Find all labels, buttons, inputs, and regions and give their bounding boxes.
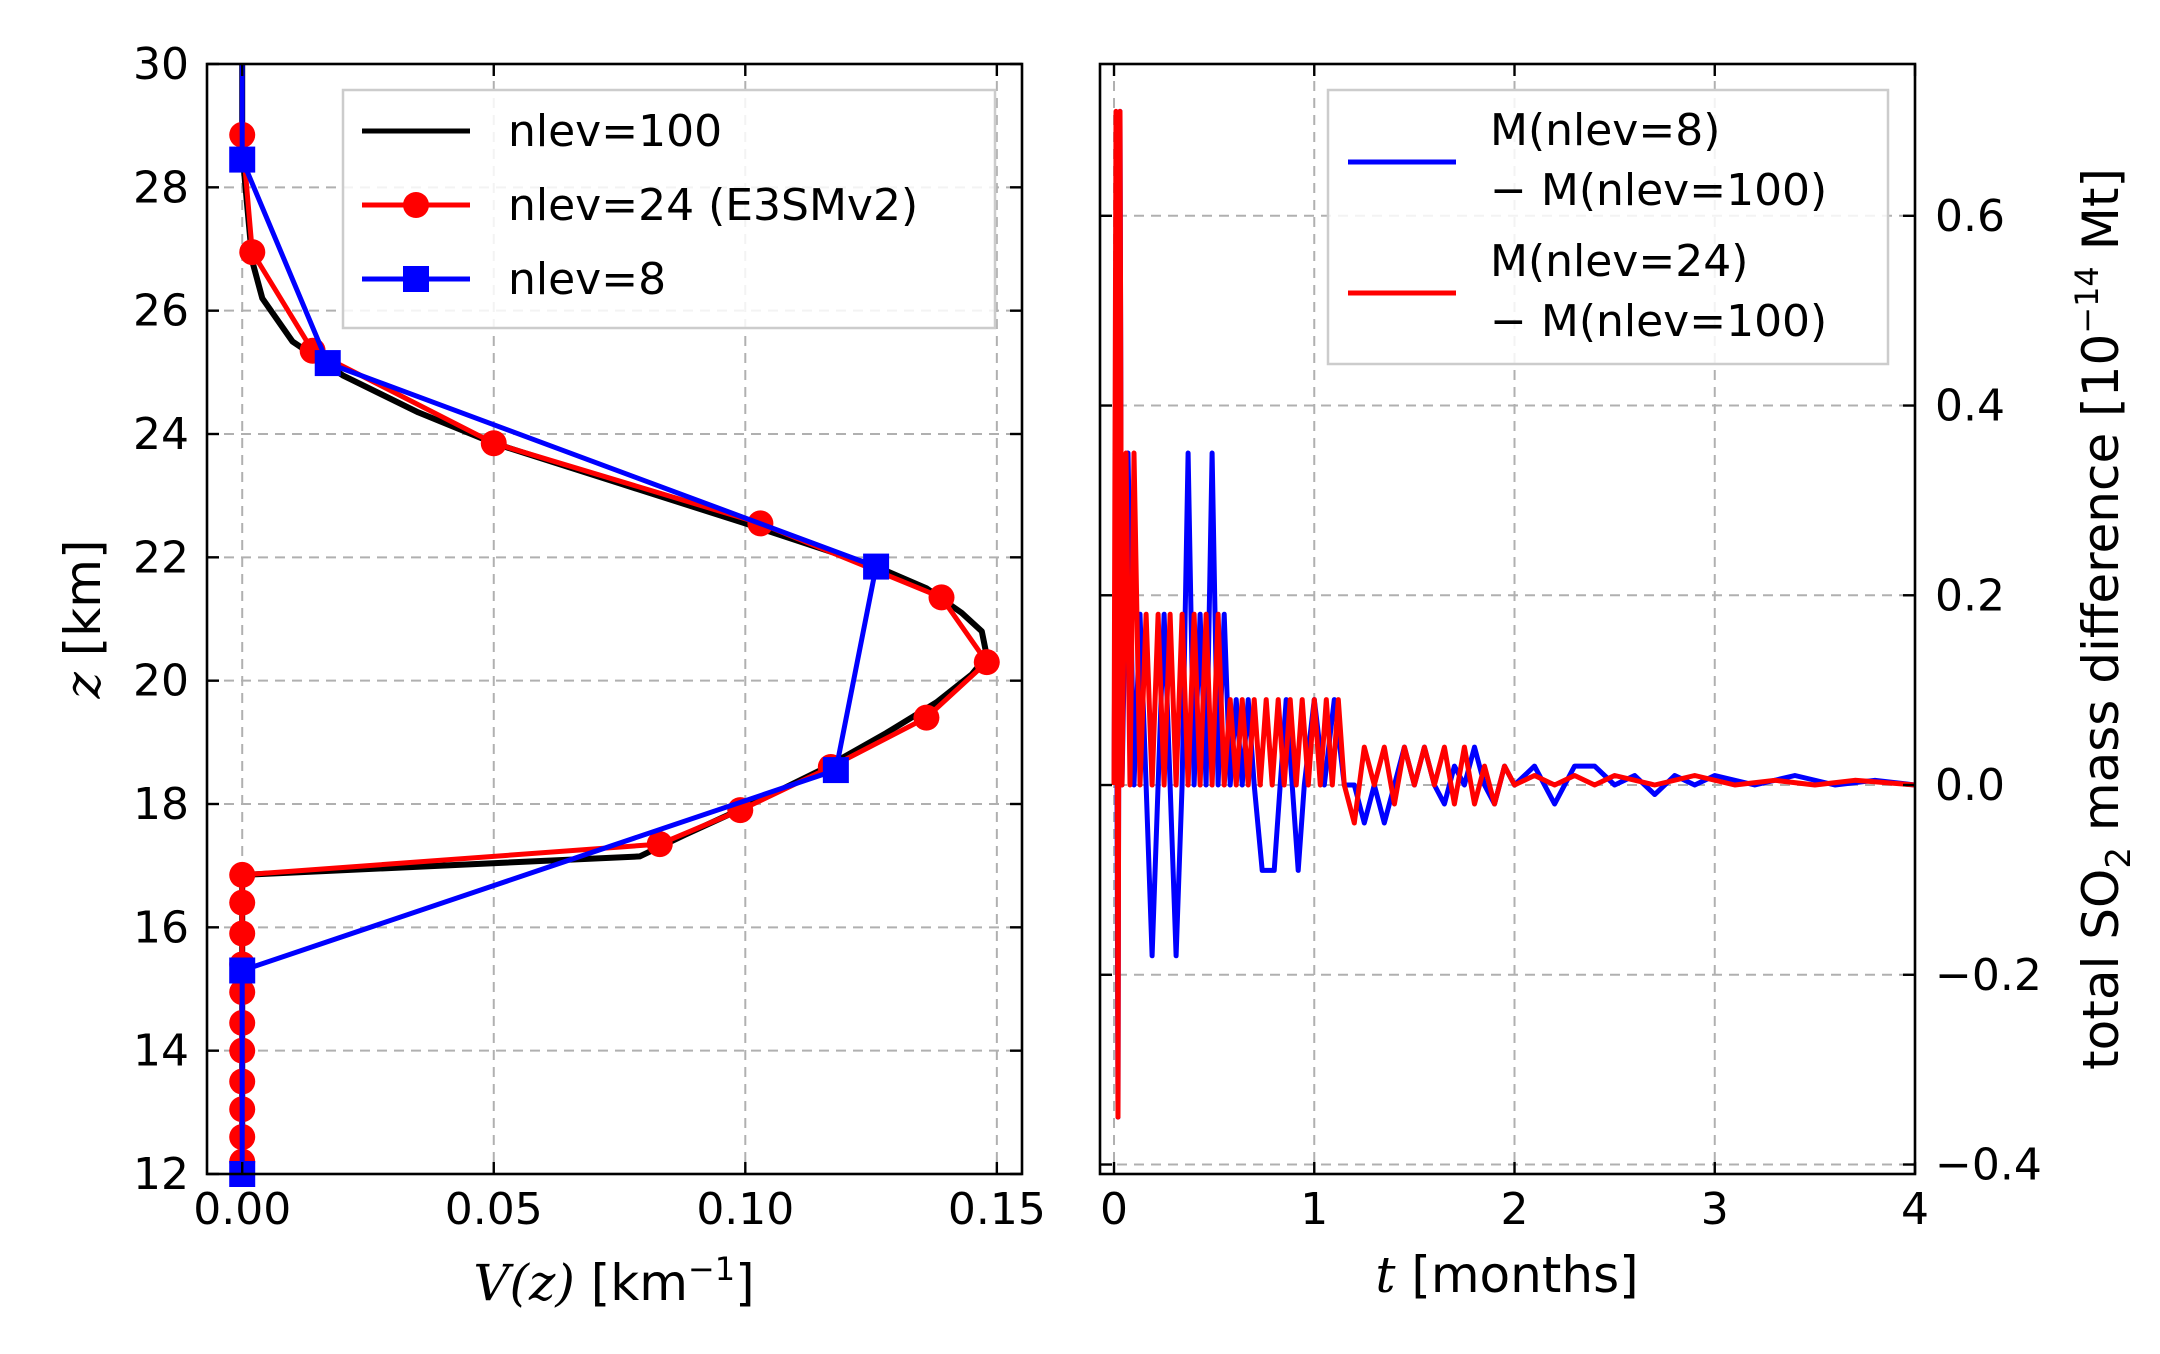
left-axes-frame (205, 62, 1024, 1176)
right-legend: M(nlev=8) − M(nlev=100) M(nlev=24) − M(n… (1326, 88, 1890, 366)
x-tick-label: 1 (1300, 1184, 1328, 1235)
data-point-circle (229, 920, 256, 947)
right-x-axis-label: t [months] (1375, 1246, 1638, 1304)
x-tick-label: 3 (1701, 1184, 1729, 1235)
right-legend-box (1326, 88, 1890, 366)
x-tick-label: 0.15 (948, 1184, 1046, 1235)
data-point-circle (646, 831, 673, 858)
y-tick-label: 24 (133, 409, 189, 460)
y-tick-label: 12 (133, 1149, 189, 1200)
y-tick-label: 16 (133, 902, 189, 953)
legend-label-diff8-line1: M(nlev=8) (1490, 105, 1720, 156)
right-ticks: 0 1 2 3 4−0.4 −0.2 0.0 0.2 0.4 0.6 (1100, 64, 2042, 1235)
left-y-axis-label: z [km] (54, 540, 112, 700)
y-tick-label: 0.6 (1935, 191, 2005, 242)
y-tick-label: 30 (133, 39, 189, 90)
y-tick-label: −0.2 (1935, 950, 2042, 1001)
x-tick-label: 0 (1100, 1184, 1128, 1235)
right-y-axis-label: total SO2 mass difference [10−14 Mt] (2068, 168, 2139, 1070)
legend-label-nlev100: nlev=100 (508, 106, 722, 157)
legend-label-diff24-line2: − M(nlev=100) (1490, 296, 1827, 347)
legend-label-nlev8: nlev=8 (508, 254, 666, 305)
left-legend: nlev=100 nlev=24 (E3SMv2) nlev=8 (341, 88, 997, 330)
right-series-group (1111, 108, 1915, 1120)
left-ticks: 0.00 0.05 0.10 0.15 12 14 16 18 20 22 24 26 28 30 (133, 39, 1046, 1235)
y-tick-label: 18 (133, 779, 189, 830)
data-point-circle (229, 861, 256, 888)
y-tick-label: 26 (133, 286, 189, 337)
y-tick-label: 22 (133, 532, 189, 583)
data-point-square (822, 757, 849, 784)
legend-label-diff24-line1: M(nlev=24) (1490, 236, 1748, 287)
right-axes-frame (1098, 62, 1917, 1176)
x-tick-label: 0.05 (445, 1184, 543, 1235)
left-series-group (229, 64, 1000, 1187)
right-panel-mass-difference: 0 1 2 3 4−0.4 −0.2 0.0 0.2 0.4 0.6 t [months] tot… (1098, 62, 2139, 1304)
data-point-circle (973, 649, 1000, 676)
series-line-1 (1111, 108, 1915, 1120)
legend-marker-nlev8 (403, 266, 429, 292)
left-panel-profile: 0.00 0.05 0.10 0.15 12 14 16 18 20 22 24 26 28 30 V(z… (54, 39, 1046, 1312)
y-tick-label: 14 (133, 1026, 189, 1077)
y-tick-label: 20 (133, 656, 189, 707)
data-point-circle (480, 430, 507, 457)
series-1 (1111, 108, 1915, 1120)
x-tick-label: 2 (1501, 1184, 1529, 1235)
y-tick-label: −0.4 (1935, 1140, 2042, 1191)
legend-label-diff8-line2: − M(nlev=100) (1490, 165, 1827, 216)
x-tick-label: 4 (1901, 1184, 1929, 1235)
left-x-axis-label: V(z) [km−1] (473, 1250, 754, 1312)
legend-label-nlev24: nlev=24 (E3SMv2) (508, 180, 918, 231)
data-point-square (863, 553, 890, 580)
data-point-circle (913, 704, 940, 731)
y-tick-label: 0.2 (1935, 570, 2005, 621)
legend-marker-nlev24 (403, 192, 429, 218)
data-point-square (229, 146, 256, 173)
data-point-circle (928, 584, 955, 611)
y-tick-label: 0.4 (1935, 381, 2005, 432)
data-point-circle (229, 889, 256, 916)
y-tick-label: 28 (133, 162, 189, 213)
data-point-square (314, 350, 341, 377)
x-tick-label: 0.00 (193, 1184, 291, 1235)
data-point-circle (239, 239, 266, 266)
data-point-square (229, 957, 256, 984)
x-tick-label: 0.10 (696, 1184, 794, 1235)
y-tick-label: 0.0 (1935, 760, 2005, 811)
